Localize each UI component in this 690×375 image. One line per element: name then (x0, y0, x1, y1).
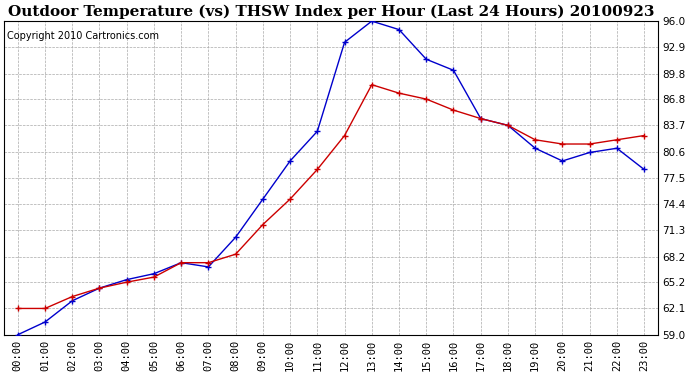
Text: Copyright 2010 Cartronics.com: Copyright 2010 Cartronics.com (8, 30, 159, 40)
Title: Outdoor Temperature (vs) THSW Index per Hour (Last 24 Hours) 20100923: Outdoor Temperature (vs) THSW Index per … (8, 4, 654, 18)
